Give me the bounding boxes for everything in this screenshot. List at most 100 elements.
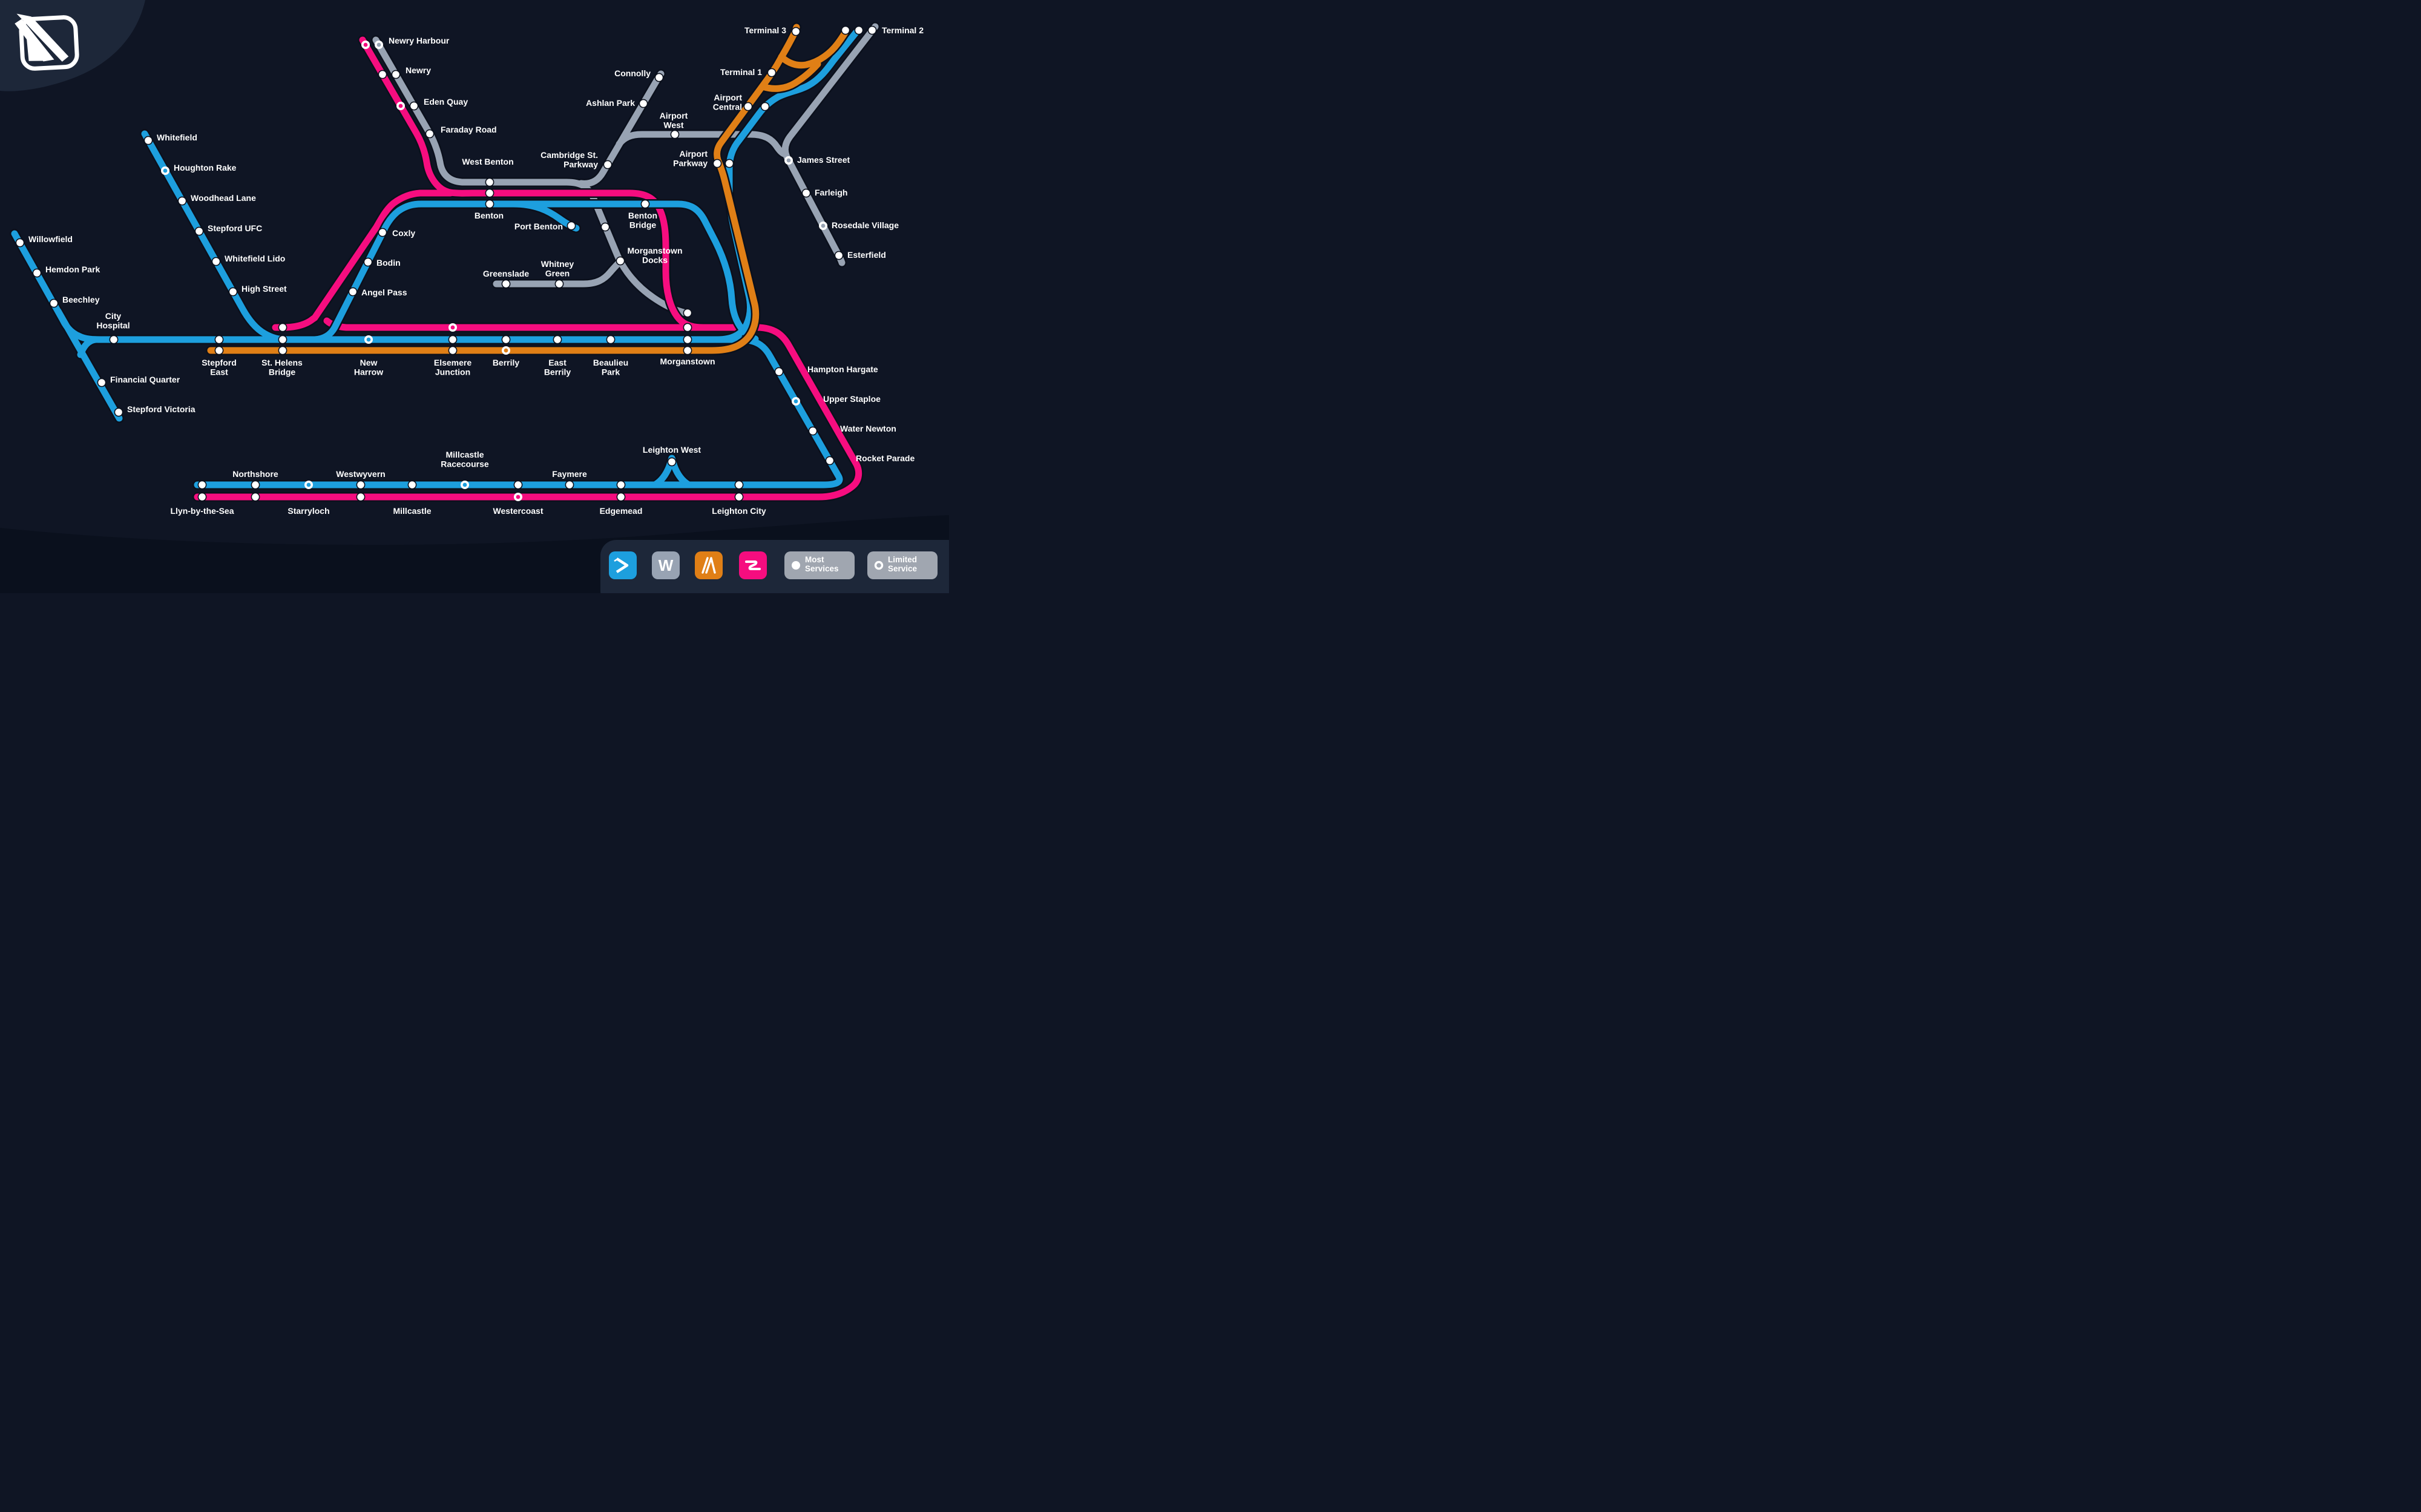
station-elsemere-junction: Elsemere Junction: [434, 323, 471, 377]
station-east-berrily: East Berrily: [544, 335, 571, 377]
station-dot-filled: [32, 268, 42, 278]
legend-most-services-badge: [784, 551, 855, 579]
scr-logo-icon: [15, 13, 79, 71]
station-label: Millcastle Racecourse: [441, 450, 489, 469]
station-label: Faymere: [552, 469, 587, 479]
station-angel-pass: Angel Pass: [348, 287, 407, 297]
station-eden-quay: Eden Quay: [396, 97, 468, 111]
station-label: Connolly: [614, 68, 651, 78]
station-label: Llyn-by-the-Sea: [170, 506, 234, 516]
legend-badge-waterline: W: [652, 551, 680, 579]
station-label: Stepford East: [202, 358, 237, 377]
station-airport-central: Airport Central: [713, 93, 770, 112]
line-connect-segment-6: [714, 29, 859, 343]
station-terminal-3: Terminal 3: [744, 25, 801, 36]
station-label: Faraday Road: [441, 125, 497, 134]
station-llyn-by-the-sea: Llyn-by-the-Sea: [170, 480, 234, 516]
station-dot-filled: [639, 99, 648, 108]
station-dot-filled: [214, 335, 224, 344]
station-dot-filled: [513, 480, 523, 490]
logo-ray-2: [26, 32, 44, 61]
station-westwyvern: Westwyvern: [336, 469, 386, 502]
station-dot-filled: [197, 492, 207, 502]
station-dot-filled: [565, 480, 574, 490]
station-hampton-hargate: Hampton Hargate: [774, 364, 878, 376]
station-faraday-road: Faraday Road: [425, 125, 497, 139]
station-dot-filled: [683, 308, 692, 318]
line-express: [192, 35, 864, 502]
station-label: Airport Central: [713, 93, 743, 112]
station-dot-filled: [49, 298, 59, 308]
station-label: Edgemead: [600, 506, 643, 516]
station-label: Terminal 3: [744, 25, 786, 35]
station-james-street: James Street: [784, 155, 850, 165]
line-airlink: [206, 22, 851, 355]
station-dot-filled: [825, 456, 835, 465]
station-dot-filled: [760, 102, 770, 111]
station-dot-filled: [774, 367, 784, 376]
station-whitefield-lido: Whitefield Lido: [211, 254, 285, 266]
station-label: Hemdon Park: [45, 265, 100, 274]
station-dot-filled: [554, 279, 564, 289]
station-morganstown: Morganstown: [660, 308, 715, 366]
line-connect-segment-2: [77, 336, 99, 358]
station-dot-filled: [278, 335, 287, 344]
station-dot-filled: [391, 70, 401, 79]
station-dot-filled: [448, 346, 458, 355]
station-label: Houghton Rake: [174, 163, 237, 173]
station-terminal-1: Terminal 1: [720, 67, 777, 77]
express-glyph: [745, 560, 761, 570]
station-label: James Street: [797, 155, 850, 165]
legend-limited-service-badge: [867, 551, 938, 579]
station-dot-filled: [194, 226, 204, 236]
station-dot-filled: [734, 492, 744, 502]
station-woodhead-lane: Woodhead Lane: [177, 193, 256, 206]
station-label: Berrily: [493, 358, 520, 367]
station-dot-filled: [600, 222, 610, 232]
legend-badge-connect: [609, 551, 637, 579]
station-high-street: High Street: [228, 284, 287, 297]
station-label: Morganstown: [660, 357, 715, 366]
station-dot-filled: [409, 101, 419, 111]
legend-most-services: Most Services: [784, 551, 855, 579]
line-connect-segment-1: [54, 307, 123, 422]
station-westercoast: Westercoast: [493, 480, 544, 516]
station-dot-filled: [683, 346, 692, 355]
station-dot-filled: [228, 287, 238, 297]
station-edgemead: Edgemead: [600, 480, 643, 516]
station-bodin: Bodin: [363, 257, 401, 268]
station-dot-filled: [197, 480, 207, 490]
station-dot-filled: [485, 199, 494, 209]
station-dot-filled: [603, 160, 613, 169]
station-label: Beaulieu Park: [593, 358, 628, 377]
station-label: Upper Staploe: [823, 394, 881, 404]
station-label: Whitefield: [157, 133, 197, 142]
station-label: Millcastle: [393, 506, 431, 516]
station-rosedale-village: Rosedale Village: [819, 220, 899, 230]
station-esterfield: Esterfield: [834, 250, 886, 260]
station-dot-filled: [683, 323, 692, 332]
station-dot-filled: [363, 257, 373, 267]
station-label: Eden Quay: [424, 97, 468, 107]
station-dot-filled: [251, 492, 260, 502]
line-express-segment-0: [359, 36, 707, 331]
station-dot-filled: [670, 130, 680, 139]
station-dot-filled: [114, 407, 123, 417]
station-label: Newry: [406, 65, 431, 75]
network-map: Willowfield Hemdon Park Beechley City Hospit…: [0, 0, 949, 593]
line-airlink-segment-0: [207, 24, 800, 354]
station-dot-filled: [278, 323, 287, 332]
station-label: Whitefield Lido: [225, 254, 285, 263]
station-label: Beechley: [62, 295, 100, 304]
chevron-line-icon: [609, 551, 637, 579]
limited-service-dot-icon: [874, 560, 884, 570]
station-newry: Newry: [378, 65, 431, 79]
station-label: Stepford UFC: [208, 223, 262, 233]
station-label: Newry Harbour: [389, 36, 450, 45]
station-terminal-2: Terminal 2: [841, 25, 924, 35]
station-airport-west: Airport West: [660, 111, 688, 139]
station-dot-filled: [734, 480, 744, 490]
station-dot-filled: [767, 68, 777, 77]
logo-ray-1: [15, 19, 54, 62]
station-dot-filled: [143, 136, 153, 145]
